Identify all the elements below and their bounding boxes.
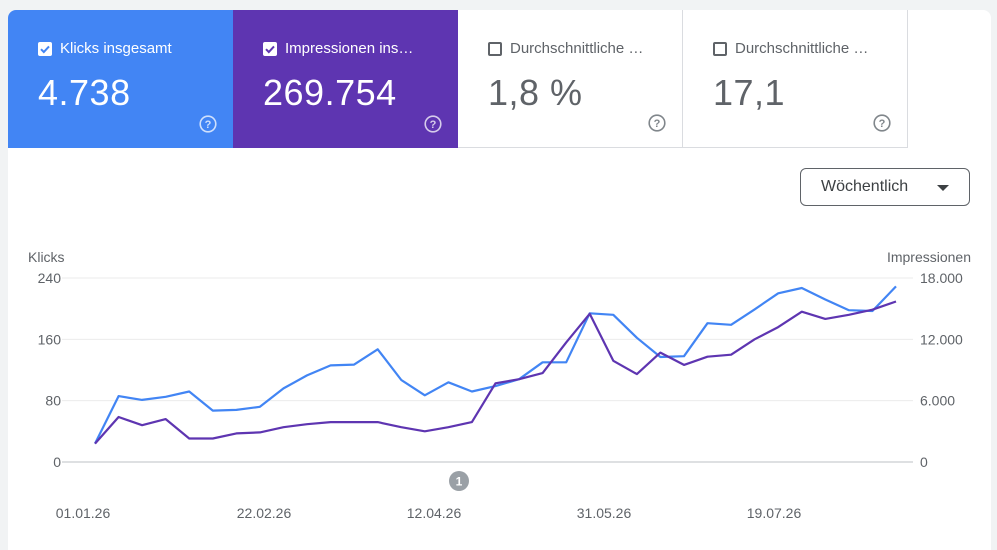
annotation-label: 1	[456, 475, 463, 489]
annotation-marker[interactable]	[449, 471, 469, 491]
impressions-series-line	[94, 300, 897, 445]
performance-chart: 240 160 80 0 18.000 12.000 6.000 0 Klicks Impress…	[28, 249, 971, 521]
tile-header: Durchschnittliche …	[713, 40, 868, 57]
right-axis-tick-label: 18.000	[920, 270, 963, 286]
left-axis-tick-label: 240	[38, 270, 62, 286]
right-axis-tick-label: 0	[920, 454, 928, 470]
right-axis-tick-label: 12.000	[920, 331, 963, 347]
tile-label: Durchschnittliche …	[735, 40, 869, 57]
svg-text:?: ?	[205, 119, 212, 131]
period-dropdown-label: Wöchentlich	[821, 178, 909, 195]
left-axis-tick-label: 0	[53, 454, 61, 470]
x-axis-tick-label: 19.07.26	[747, 505, 802, 521]
x-axis-tick-label: 31.05.26	[577, 505, 632, 521]
performance-card: Klicks insgesamt 4.738 ? Impressionen in…	[8, 10, 991, 550]
right-axis-tick-label: 6.000	[920, 393, 955, 409]
help-icon[interactable]: ?	[424, 115, 442, 133]
tile-header: Klicks insgesamt	[38, 40, 172, 57]
checkbox-checked[interactable]	[263, 41, 277, 56]
clicks-series-line	[94, 285, 897, 445]
left-axis-tick-label: 80	[45, 393, 61, 409]
x-axis-tick-label: 01.01.26	[56, 505, 111, 521]
x-axis-tick-label: 12.04.26	[407, 505, 462, 521]
checkbox-checked[interactable]	[38, 41, 52, 56]
help-icon[interactable]: ?	[873, 114, 891, 132]
svg-text:?: ?	[430, 119, 437, 131]
svg-text:?: ?	[879, 118, 886, 130]
check-icon	[265, 45, 275, 53]
check-icon	[40, 45, 50, 53]
x-axis-tick-label: 22.02.26	[237, 505, 292, 521]
tile-total-clicks[interactable]: Klicks insgesamt 4.738 ?	[8, 10, 233, 148]
checkbox-unchecked[interactable]	[488, 41, 502, 56]
tile-label: Klicks insgesamt	[60, 40, 172, 57]
tile-value: 17,1	[713, 72, 786, 113]
checkbox-unchecked[interactable]	[713, 41, 727, 56]
tile-label: Durchschnittliche …	[510, 40, 644, 57]
metric-tiles: Klicks insgesamt 4.738 ? Impressionen in…	[8, 10, 908, 148]
help-icon[interactable]: ?	[648, 114, 666, 132]
tile-value: 269.754	[263, 72, 397, 113]
tile-value: 4.738	[38, 72, 131, 113]
left-axis-tick-label: 160	[38, 331, 62, 347]
tile-total-impressions[interactable]: Impressionen ins… 269.754 ?	[233, 10, 458, 148]
svg-text:?: ?	[654, 118, 661, 130]
help-icon[interactable]: ?	[199, 115, 217, 133]
left-axis-title: Klicks	[28, 249, 65, 265]
tile-average-position[interactable]: Durchschnittliche … 17,1 ?	[683, 10, 908, 148]
tile-header: Impressionen ins…	[263, 40, 413, 57]
period-dropdown[interactable]: Wöchentlich	[800, 168, 970, 206]
tile-average-ctr[interactable]: Durchschnittliche … 1,8 % ?	[458, 10, 683, 148]
tile-label: Impressionen ins…	[285, 40, 414, 57]
tile-value: 1,8 %	[488, 72, 583, 113]
dropdown-arrow-icon	[937, 185, 949, 191]
tile-header: Durchschnittliche …	[488, 40, 643, 57]
right-axis-title: Impressionen	[887, 249, 971, 265]
